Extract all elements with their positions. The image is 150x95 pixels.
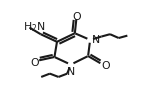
Text: H$_2$N: H$_2$N — [23, 20, 45, 34]
Text: O: O — [72, 12, 81, 22]
Text: O: O — [30, 58, 39, 68]
Text: N: N — [66, 67, 75, 77]
Text: O: O — [101, 61, 110, 71]
Text: N: N — [92, 35, 100, 45]
